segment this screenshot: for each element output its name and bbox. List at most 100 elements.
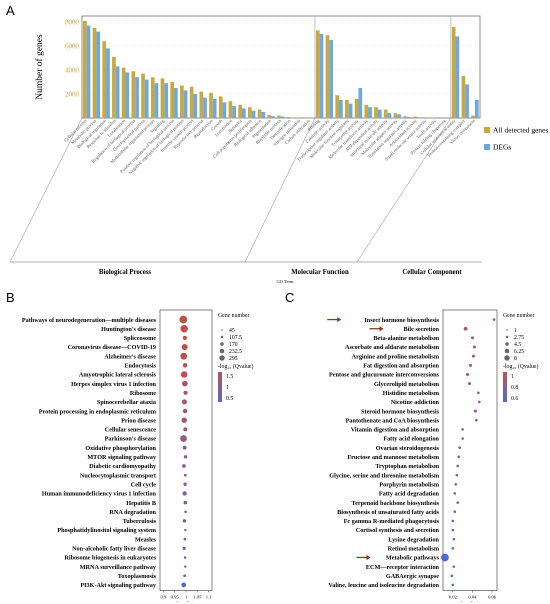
x-tick-label: 0.9 bbox=[161, 595, 167, 600]
bar bbox=[474, 100, 479, 118]
bar bbox=[238, 104, 242, 118]
category-label: Pentose and glucuronate interconversions bbox=[329, 372, 440, 379]
bar-chart-go-terms: 2000 4000 6000 8000 Number of genes Cellular … bbox=[9, 15, 548, 284]
category-label: Lysine degradation bbox=[388, 536, 439, 543]
bar bbox=[377, 109, 382, 118]
bar bbox=[203, 97, 207, 118]
data-point bbox=[181, 399, 187, 405]
legend-size-label: 232.5 bbox=[229, 349, 242, 355]
data-point bbox=[184, 528, 187, 532]
data-point bbox=[182, 363, 188, 368]
bar bbox=[106, 48, 110, 118]
category-label: Ribosome biogenesis in eukaryotes bbox=[64, 555, 156, 562]
bar bbox=[407, 117, 411, 118]
legend-size-label: 2.75 bbox=[514, 335, 524, 341]
bar bbox=[397, 114, 401, 118]
category-label: MRNA surveillance pathway bbox=[80, 564, 157, 571]
bar bbox=[451, 26, 456, 118]
bar bbox=[461, 76, 466, 118]
highlight-arrowhead bbox=[379, 326, 384, 332]
legend-size-label: 295 bbox=[229, 356, 238, 362]
category-label: Terpenoid backbone biosynthesis bbox=[352, 500, 440, 507]
bar bbox=[193, 94, 198, 118]
data-point bbox=[184, 510, 187, 513]
panel-label-a: A bbox=[6, 3, 15, 18]
category-label: Cortisol synthesis and secretion bbox=[356, 527, 440, 534]
bar bbox=[180, 85, 184, 118]
y-tick-label: 8000 bbox=[65, 19, 80, 27]
legend-color-title: -log₁₀ (Qvalue) bbox=[218, 363, 253, 370]
category-label: Bile secretion bbox=[404, 326, 440, 333]
x-tick-label: 1.05 bbox=[193, 595, 202, 600]
bar bbox=[422, 117, 427, 118]
data-point bbox=[454, 482, 458, 486]
category-label: Ovarian steroidogenesis bbox=[376, 445, 440, 452]
legend-label: DEGs bbox=[493, 143, 511, 152]
group-label: Biological Process bbox=[99, 269, 152, 276]
data-point bbox=[452, 565, 456, 568]
x-axis-label: Gene Ratio bbox=[176, 601, 197, 603]
category-label: Glycine, serine and threonine metabolism bbox=[329, 472, 440, 479]
data-point bbox=[179, 315, 188, 324]
legend-color-bar bbox=[218, 372, 222, 402]
bar bbox=[131, 71, 136, 118]
category-label: Parkinson's disease bbox=[105, 436, 157, 443]
bar bbox=[232, 106, 236, 118]
bar bbox=[413, 116, 417, 118]
category-label: Fatty acid elongation bbox=[383, 436, 439, 443]
category-label: Insect hormone biosynthesis bbox=[364, 317, 439, 324]
category-label: Fatty acid degradation bbox=[379, 491, 440, 498]
category-label: Diabetic cardiomyopathy bbox=[89, 463, 157, 470]
y-tick-label: 6000 bbox=[65, 43, 80, 51]
data-point bbox=[452, 537, 456, 541]
data-point bbox=[183, 390, 188, 395]
category-label: Beta-alanine metabolism bbox=[374, 335, 440, 342]
bar bbox=[368, 107, 372, 118]
data-point bbox=[461, 428, 464, 431]
bar bbox=[465, 84, 469, 118]
bar bbox=[271, 116, 275, 118]
bar bbox=[277, 115, 281, 118]
data-point bbox=[492, 318, 496, 321]
x-tick-label: 0.02 bbox=[449, 595, 458, 600]
data-point bbox=[181, 417, 187, 423]
category-label: Tuberculosis bbox=[123, 518, 157, 525]
category-label: Spliceosome bbox=[124, 335, 157, 342]
bar bbox=[189, 86, 194, 118]
panel-label-c: C bbox=[285, 290, 295, 305]
data-point bbox=[458, 446, 461, 449]
bar bbox=[393, 113, 398, 118]
y-tick-label: 2000 bbox=[65, 91, 80, 99]
category-label: GABAergic synapse bbox=[386, 573, 439, 580]
category-label: Amyotrophic lateral sclerosis bbox=[79, 372, 157, 379]
category-label: Prion disease bbox=[121, 417, 156, 424]
data-point bbox=[183, 427, 188, 432]
data-point bbox=[453, 510, 457, 514]
data-point bbox=[455, 473, 459, 477]
bar bbox=[212, 98, 217, 118]
category-label: Porphyrin metabolism bbox=[379, 481, 439, 488]
category-label: Spinocerebellar ataxia bbox=[97, 399, 156, 406]
data-point bbox=[461, 437, 464, 440]
bar bbox=[82, 20, 87, 118]
data-point bbox=[183, 482, 187, 486]
legend-size-dot bbox=[220, 335, 224, 339]
category-label: RNA degradation bbox=[109, 509, 156, 516]
category-label: Non-alcoholic fatty liver disease bbox=[72, 546, 156, 553]
data-point bbox=[456, 464, 460, 468]
legend-color-title: -log₁₀ (Qvalue) bbox=[503, 363, 538, 370]
legend-size-dot bbox=[506, 329, 508, 331]
legend-color-label: 1 bbox=[226, 385, 229, 391]
bar bbox=[315, 30, 320, 118]
data-point bbox=[475, 418, 478, 422]
legend-size-label: 107.5 bbox=[229, 335, 242, 341]
category-label: Fat digestion and absorption bbox=[363, 363, 439, 370]
bubble-chart-kegg-right: Insect hormone biosynthesis Bile secretio… bbox=[327, 309, 538, 602]
x-axis-label: GO Term bbox=[277, 279, 294, 284]
bar bbox=[199, 91, 204, 118]
data-point bbox=[457, 455, 461, 459]
bar bbox=[267, 115, 272, 118]
group-label: Molecular Function bbox=[291, 269, 349, 276]
bar bbox=[329, 40, 334, 118]
category-label: Glycerolipid metabolism bbox=[374, 381, 440, 388]
